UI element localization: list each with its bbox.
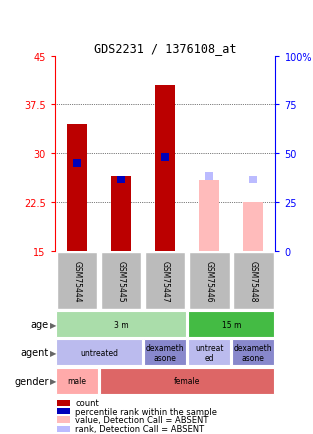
Text: dexameth
asone: dexameth asone	[146, 343, 184, 362]
Text: male: male	[67, 376, 86, 385]
Bar	[117, 176, 125, 184]
Bar	[233, 253, 274, 309]
Bar	[57, 400, 70, 406]
Bar	[57, 253, 97, 309]
Bar	[56, 312, 186, 337]
Bar	[57, 426, 70, 432]
Text: age: age	[30, 319, 49, 329]
Text: GSM75448: GSM75448	[249, 260, 258, 302]
Bar	[244, 203, 263, 252]
Bar	[199, 180, 219, 252]
Bar	[67, 125, 87, 252]
Text: count: count	[75, 398, 99, 407]
Bar	[144, 340, 186, 365]
Text: 15 m: 15 m	[222, 320, 241, 329]
Bar	[189, 253, 229, 309]
Text: GSM75446: GSM75446	[205, 260, 214, 302]
Text: percentile rank within the sample: percentile rank within the sample	[75, 407, 217, 416]
Bar	[73, 160, 81, 168]
Text: female: female	[174, 376, 200, 385]
Text: ▶: ▶	[50, 320, 56, 329]
Bar	[249, 176, 257, 184]
Text: GSM75445: GSM75445	[116, 260, 126, 302]
Text: value, Detection Call = ABSENT: value, Detection Call = ABSENT	[75, 415, 208, 424]
Bar	[188, 312, 274, 337]
Bar	[56, 368, 98, 394]
Bar	[205, 173, 213, 181]
Bar	[100, 368, 274, 394]
Bar	[145, 253, 185, 309]
Text: ▶: ▶	[50, 376, 56, 385]
Bar	[56, 340, 142, 365]
Text: untreated: untreated	[80, 348, 118, 357]
Bar	[57, 417, 70, 423]
Text: dexameth
asone: dexameth asone	[234, 343, 273, 362]
Text: GSM75444: GSM75444	[72, 260, 81, 302]
Bar	[101, 253, 141, 309]
Bar	[111, 177, 131, 252]
Text: ▶: ▶	[50, 348, 56, 357]
Text: untreat
ed: untreat ed	[195, 343, 223, 362]
Text: agent: agent	[20, 348, 49, 358]
Text: GSM75447: GSM75447	[161, 260, 170, 302]
Text: gender: gender	[14, 376, 49, 386]
Bar	[161, 154, 169, 161]
Bar	[233, 340, 274, 365]
Text: rank, Detection Call = ABSENT: rank, Detection Call = ABSENT	[75, 424, 204, 433]
Bar	[57, 408, 70, 414]
Title: GDS2231 / 1376108_at: GDS2231 / 1376108_at	[94, 42, 236, 55]
Bar	[188, 340, 230, 365]
Bar	[155, 86, 175, 252]
Text: 3 m: 3 m	[114, 320, 128, 329]
